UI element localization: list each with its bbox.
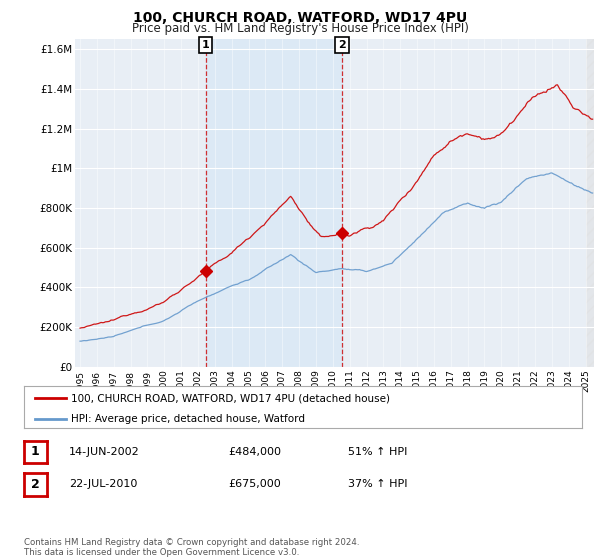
Text: Price paid vs. HM Land Registry's House Price Index (HPI): Price paid vs. HM Land Registry's House … bbox=[131, 22, 469, 35]
Bar bbox=[206, 39, 342, 367]
Text: 22-JUL-2010: 22-JUL-2010 bbox=[69, 479, 137, 489]
Bar bbox=[586, 39, 594, 367]
Text: 1: 1 bbox=[31, 445, 40, 459]
Text: 1: 1 bbox=[202, 40, 209, 50]
Text: 100, CHURCH ROAD, WATFORD, WD17 4PU (detached house): 100, CHURCH ROAD, WATFORD, WD17 4PU (det… bbox=[71, 393, 391, 403]
Text: £675,000: £675,000 bbox=[228, 479, 281, 489]
Text: 2: 2 bbox=[31, 478, 40, 491]
Text: 2: 2 bbox=[338, 40, 346, 50]
Text: HPI: Average price, detached house, Watford: HPI: Average price, detached house, Watf… bbox=[71, 414, 305, 424]
Text: £484,000: £484,000 bbox=[228, 447, 281, 457]
Text: 100, CHURCH ROAD, WATFORD, WD17 4PU: 100, CHURCH ROAD, WATFORD, WD17 4PU bbox=[133, 11, 467, 25]
Text: 37% ↑ HPI: 37% ↑ HPI bbox=[348, 479, 407, 489]
Text: 14-JUN-2002: 14-JUN-2002 bbox=[69, 447, 140, 457]
Text: Contains HM Land Registry data © Crown copyright and database right 2024.
This d: Contains HM Land Registry data © Crown c… bbox=[24, 538, 359, 557]
Text: 51% ↑ HPI: 51% ↑ HPI bbox=[348, 447, 407, 457]
